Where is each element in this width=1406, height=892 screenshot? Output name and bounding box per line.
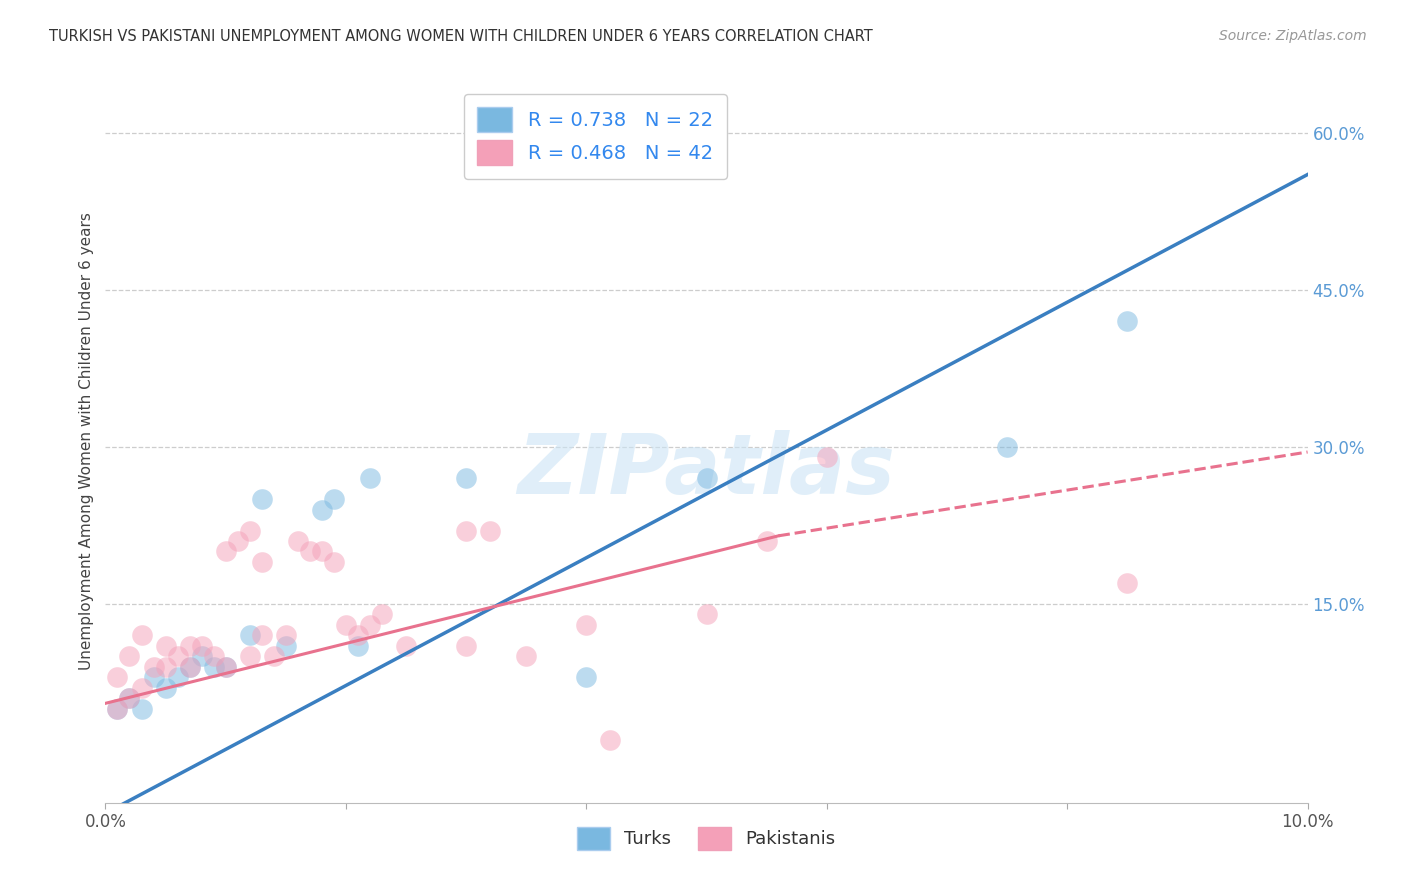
Point — [214, 659, 236, 673]
Point — [696, 471, 718, 485]
Point — [131, 701, 153, 715]
Point — [371, 607, 394, 622]
Point — [118, 691, 141, 706]
Point — [107, 670, 129, 684]
Point — [155, 659, 177, 673]
Point — [347, 628, 370, 642]
Point — [298, 544, 321, 558]
Point — [118, 691, 141, 706]
Point — [118, 649, 141, 664]
Point — [311, 544, 333, 558]
Point — [239, 649, 262, 664]
Point — [179, 659, 201, 673]
Point — [575, 670, 598, 684]
Point — [190, 649, 212, 664]
Text: TURKISH VS PAKISTANI UNEMPLOYMENT AMONG WOMEN WITH CHILDREN UNDER 6 YEARS CORREL: TURKISH VS PAKISTANI UNEMPLOYMENT AMONG … — [49, 29, 873, 44]
Point — [179, 639, 201, 653]
Point — [755, 534, 778, 549]
Point — [179, 659, 201, 673]
Point — [456, 524, 478, 538]
Point — [515, 649, 537, 664]
Point — [190, 639, 212, 653]
Point — [479, 524, 502, 538]
Point — [335, 617, 357, 632]
Point — [287, 534, 309, 549]
Point — [250, 628, 273, 642]
Point — [155, 681, 177, 695]
Point — [155, 639, 177, 653]
Point — [359, 617, 381, 632]
Point — [696, 607, 718, 622]
Point — [142, 659, 165, 673]
Point — [274, 639, 297, 653]
Point — [995, 440, 1018, 454]
Point — [456, 471, 478, 485]
Point — [107, 701, 129, 715]
Point — [347, 639, 370, 653]
Point — [311, 502, 333, 516]
Point — [142, 670, 165, 684]
Point — [322, 555, 344, 569]
Point — [250, 555, 273, 569]
Point — [322, 492, 344, 507]
Point — [239, 524, 262, 538]
Point — [575, 617, 598, 632]
Point — [250, 492, 273, 507]
Text: ZIPatlas: ZIPatlas — [517, 430, 896, 511]
Point — [202, 649, 225, 664]
Point — [226, 534, 249, 549]
Point — [166, 670, 188, 684]
Point — [131, 681, 153, 695]
Point — [131, 628, 153, 642]
Point — [263, 649, 285, 664]
Point — [599, 733, 621, 747]
Point — [214, 659, 236, 673]
Point — [815, 450, 838, 465]
Point — [202, 659, 225, 673]
Legend: Turks, Pakistanis: Turks, Pakistanis — [568, 818, 845, 859]
Point — [166, 649, 188, 664]
Point — [395, 639, 418, 653]
Point — [239, 628, 262, 642]
Point — [274, 628, 297, 642]
Text: Source: ZipAtlas.com: Source: ZipAtlas.com — [1219, 29, 1367, 43]
Point — [1116, 575, 1139, 590]
Point — [1116, 314, 1139, 328]
Y-axis label: Unemployment Among Women with Children Under 6 years: Unemployment Among Women with Children U… — [79, 212, 94, 671]
Point — [107, 701, 129, 715]
Point — [359, 471, 381, 485]
Point — [456, 639, 478, 653]
Point — [214, 544, 236, 558]
